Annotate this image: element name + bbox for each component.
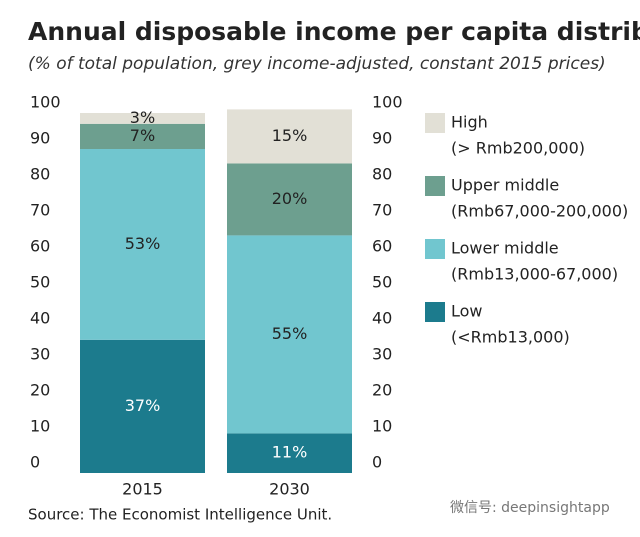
bar-segment <box>227 433 352 473</box>
value-label: 3% <box>130 108 155 127</box>
bar-segment <box>80 113 205 124</box>
y2-tick-label: 100 <box>372 93 403 112</box>
source: Source: The Economist Intelligence Unit. <box>28 506 332 524</box>
y-tick-label: 30 <box>30 345 50 364</box>
y-tick-label: 80 <box>30 165 50 184</box>
y2-tick-label: 10 <box>372 417 392 436</box>
chart-subtitle: (% of total population, grey income-adju… <box>28 54 606 74</box>
value-label: 55% <box>272 324 308 343</box>
y-tick-label: 100 <box>30 93 61 112</box>
legend-label: Upper middle <box>451 176 559 195</box>
y-tick-label: 20 <box>30 381 50 400</box>
chart-title: Annual disposable income per capita dist… <box>28 17 640 46</box>
y2-tick-label: 20 <box>372 381 392 400</box>
y2-tick-label: 60 <box>372 237 392 256</box>
y2-tick-label: 90 <box>372 129 392 148</box>
value-label: 7% <box>130 126 155 145</box>
value-label: 20% <box>272 189 308 208</box>
legend-swatch <box>425 302 445 322</box>
legend-swatch <box>425 239 445 259</box>
x-tick-label: 2030 <box>269 480 310 499</box>
legend-swatch <box>425 113 445 133</box>
y2-tick-label: 30 <box>372 345 392 364</box>
legend-range: (Rmb67,000-200,000) <box>451 202 628 221</box>
legend-range: (> Rmb200,000) <box>451 139 585 158</box>
legend-swatch <box>425 176 445 196</box>
legend-label: Lower middle <box>451 239 559 258</box>
bar-segment <box>227 163 352 236</box>
y-tick-label: 40 <box>30 309 50 328</box>
bar-segment <box>80 123 205 149</box>
y2-tick-label: 80 <box>372 165 392 184</box>
bar-segment <box>227 235 352 434</box>
watermark: 微信号: deepinsightapp <box>450 500 610 516</box>
x-tick-label: 2015 <box>122 480 163 499</box>
y-tick-label: 0 <box>30 453 40 472</box>
y2-tick-label: 0 <box>372 453 382 472</box>
y2-tick-label: 70 <box>372 201 392 220</box>
y2-tick-label: 50 <box>372 273 392 292</box>
bar-segment <box>227 109 352 164</box>
y-tick-label: 70 <box>30 201 50 220</box>
value-label: 15% <box>272 126 308 145</box>
y-tick-label: 50 <box>30 273 50 292</box>
y2-tick-label: 40 <box>372 309 392 328</box>
legend-label: High <box>451 113 488 132</box>
value-label: 53% <box>125 234 161 253</box>
legend-label: Low <box>451 302 483 321</box>
legend-range: (Rmb13,000-67,000) <box>451 265 618 284</box>
legend-range: (<Rmb13,000) <box>451 328 570 347</box>
value-label: 11% <box>272 443 308 462</box>
y-tick-label: 90 <box>30 129 50 148</box>
y-tick-label: 10 <box>30 417 50 436</box>
bar-segment <box>80 339 205 473</box>
bar-segment <box>80 149 205 340</box>
value-label: 37% <box>125 396 161 415</box>
y-tick-label: 60 <box>30 237 50 256</box>
